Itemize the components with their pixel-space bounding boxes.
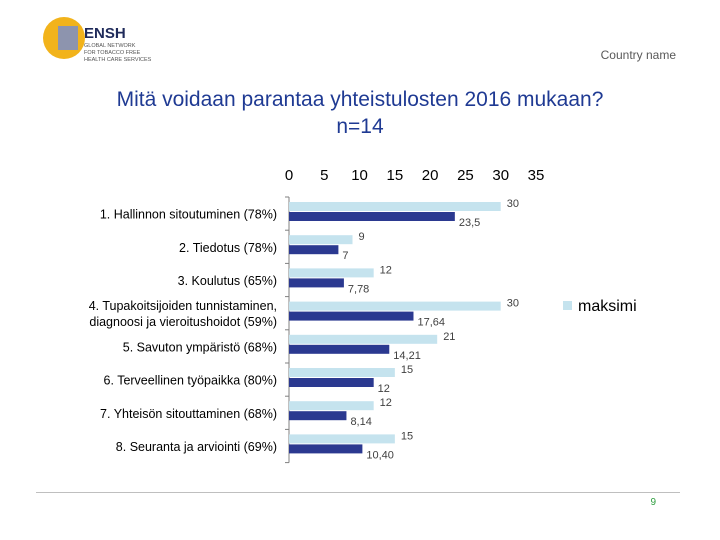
data-label-tulos: 8,14: [350, 416, 371, 428]
slide-title-line-2: n=14: [336, 115, 384, 138]
data-label-maksimi: 9: [359, 231, 365, 243]
data-label-tulos: 12: [378, 383, 390, 395]
category-label: diagnoosi ja vieroitushoidot (59%): [89, 315, 277, 329]
x-tick-label: 0: [285, 167, 293, 184]
data-label-maksimi: 15: [401, 364, 413, 376]
bar-tulos: [289, 278, 344, 288]
logo-line-2: FOR TOBACCO FREE: [84, 50, 141, 56]
data-label-maksimi: 21: [443, 331, 455, 343]
x-tick-label: 30: [492, 167, 509, 184]
data-label-tulos: 23,5: [459, 217, 480, 229]
bar-tulos: [289, 212, 455, 221]
bar-maksimi: [289, 434, 395, 444]
bar-tulos: [289, 344, 390, 354]
bar-maksimi: [289, 202, 501, 211]
category-label: 6. Terveellinen työpaikka (80%): [104, 374, 277, 388]
bar-maksimi: [289, 334, 438, 344]
slide-title-line-1: Mitä voidaan parantaa yhteistulosten 201…: [116, 88, 604, 111]
legend-label-maksimi: maksimi: [578, 298, 637, 315]
data-label-tulos: 7: [342, 250, 348, 262]
slide-title: Mitä voidaan parantaa yhteistulosten 201…: [0, 86, 720, 140]
bar-maksimi: [289, 368, 395, 377]
category-label: 5. Savuton ympäristö (68%): [123, 340, 277, 354]
x-tick-label: 25: [457, 167, 474, 184]
logo-line-1: GLOBAL NETWORK: [84, 43, 136, 49]
data-label-maksimi: 12: [380, 264, 392, 276]
x-tick-label: 15: [387, 167, 404, 184]
data-label-tulos: 10,40: [366, 449, 394, 461]
bar-tulos: [289, 411, 347, 421]
category-label: 3. Koulutus (65%): [178, 274, 277, 288]
category-label: 4. Tupakoitsijoiden tunnistaminen,: [89, 299, 277, 313]
bar-maksimi: [289, 301, 501, 311]
bar-tulos: [289, 245, 339, 255]
category-label: 2. Tiedotus (78%): [179, 241, 277, 255]
data-label-maksimi: 15: [401, 430, 413, 442]
logo-name: ENSH: [84, 25, 126, 42]
data-label-maksimi: 30: [507, 198, 519, 210]
data-label-tulos: 14,21: [393, 350, 421, 362]
country-name: Country name: [600, 48, 676, 62]
x-tick-label: 20: [422, 167, 439, 184]
logo-line-3: HEALTH CARE SERVICES: [84, 57, 152, 63]
data-label-maksimi: 30: [507, 298, 519, 310]
category-label: 7. Yhteisön sitouttaminen (68%): [100, 407, 277, 421]
bar-tulos: [289, 444, 363, 454]
data-label-tulos: 17,64: [417, 317, 445, 329]
bar-tulos: [289, 311, 414, 321]
page-number: 9: [650, 497, 656, 508]
x-tick-label: 35: [528, 167, 545, 184]
ensh-logo: ENSH GLOBAL NETWORK FOR TOBACCO FREE HEA…: [38, 12, 188, 68]
data-label-maksimi: 12: [380, 397, 392, 409]
x-tick-label: 10: [351, 167, 368, 184]
bar-maksimi: [289, 235, 353, 245]
x-tick-label: 5: [320, 167, 328, 184]
bar-tulos: [289, 378, 374, 387]
data-label-tulos: 7,78: [348, 283, 369, 295]
legend-swatch-maksimi: [563, 301, 572, 310]
bar-maksimi: [289, 401, 374, 411]
logo-square-icon: [58, 26, 78, 50]
category-label: 8. Seuranta ja arviointi (69%): [116, 440, 277, 454]
category-label: 1. Hallinnon sitoutuminen (78%): [100, 208, 277, 222]
bar-maksimi: [289, 268, 374, 278]
footer-divider: [36, 492, 680, 493]
